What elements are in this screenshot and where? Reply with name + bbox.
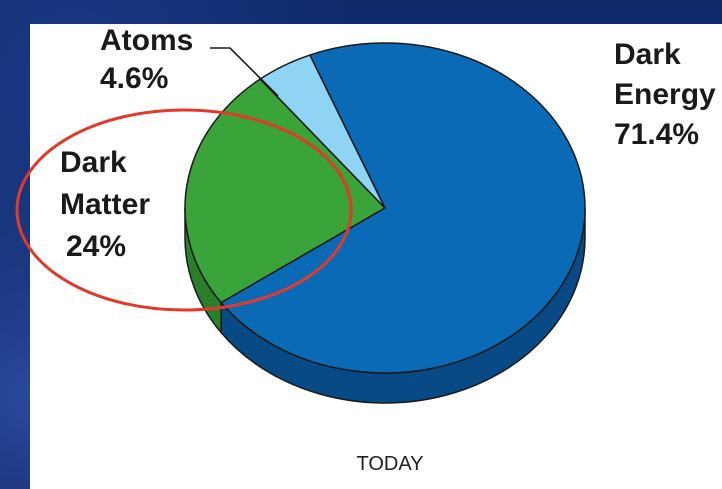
chart-caption: TODAY	[356, 453, 423, 475]
highlight-ellipse	[15, 108, 353, 312]
dark-energy-name-line1: Dark	[614, 38, 681, 71]
atoms-name-label: Atoms	[100, 24, 193, 57]
dark-matter-slice	[184, 78, 387, 304]
dark-matter-name-line2: Matter	[60, 188, 150, 221]
atoms-value-label: 4.6%	[100, 62, 168, 95]
atoms-leader-line	[210, 47, 279, 97]
dark-energy-slice	[220, 42, 586, 374]
dark-matter-name-line1: Dark	[60, 146, 127, 179]
dark-energy-name-line2: Energy	[614, 78, 716, 111]
dark-energy-value-label: 71.4%	[614, 118, 699, 151]
dark-matter-value-label: 24%	[66, 230, 126, 263]
